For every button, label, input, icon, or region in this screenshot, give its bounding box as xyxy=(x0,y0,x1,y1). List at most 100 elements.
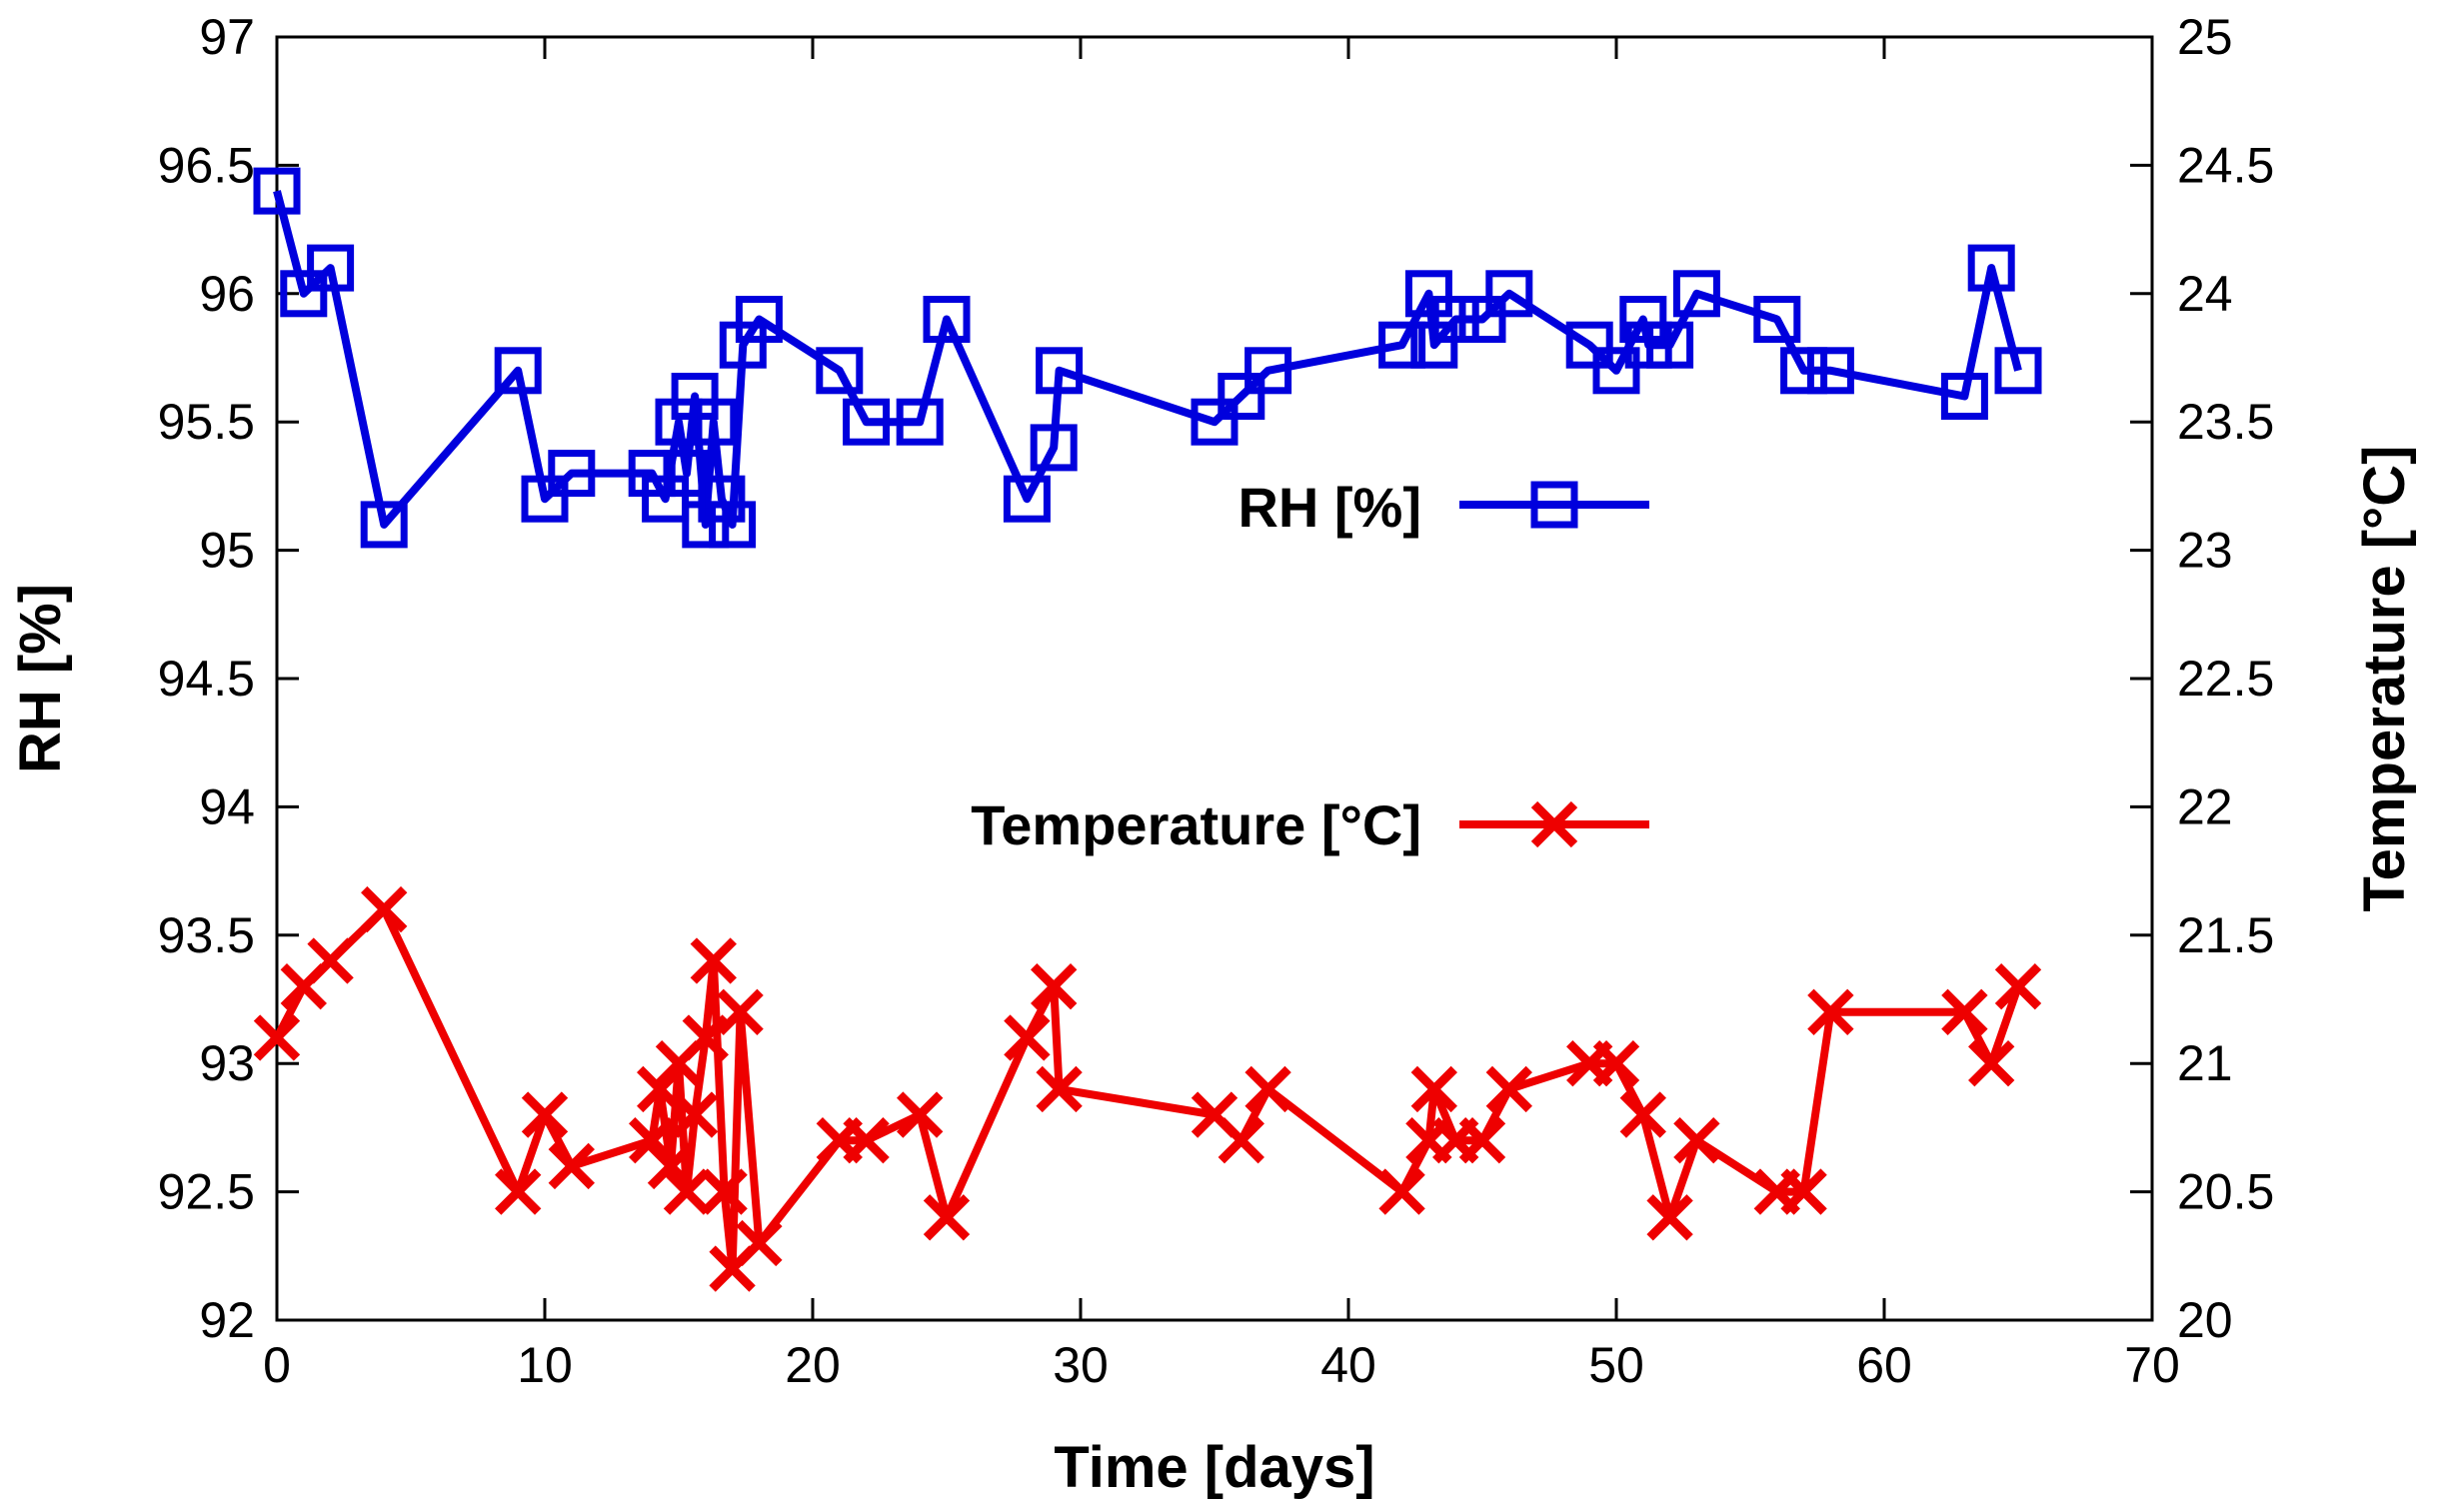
data-point-temperature xyxy=(736,1219,783,1267)
data-point-rh xyxy=(1994,347,2042,395)
data-point-temperature xyxy=(1485,1065,1532,1113)
data-point-temperature xyxy=(1673,1117,1720,1164)
data-point-temperature xyxy=(843,1117,890,1164)
data-point-temperature xyxy=(637,1065,684,1113)
series-line-temperature xyxy=(273,905,2022,1273)
data-point-rh xyxy=(663,450,711,498)
data-point-rh xyxy=(628,450,676,498)
data-point-temperature xyxy=(1378,1168,1425,1215)
data-point-rh xyxy=(923,296,971,343)
data-point-temperature xyxy=(253,1014,301,1061)
data-point-rh xyxy=(1619,296,1667,343)
data-point-rh xyxy=(1592,347,1640,395)
data-point-rh xyxy=(1036,347,1084,395)
data-point-temperature xyxy=(307,937,354,984)
data-point-temperature xyxy=(629,1117,676,1164)
data-point-rh xyxy=(698,475,746,523)
x-tick-label: 20 xyxy=(785,1337,841,1393)
y2-tick-label: 22.5 xyxy=(2177,651,2274,707)
data-point-temperature xyxy=(495,1168,542,1215)
data-point-rh xyxy=(655,398,703,446)
y2-tick-label: 23 xyxy=(2177,523,2233,579)
data-point-rh xyxy=(1404,270,1452,318)
data-point-temperature xyxy=(1807,988,1854,1035)
data-point-temperature xyxy=(1646,1194,1693,1241)
data-point-temperature xyxy=(1619,1091,1666,1138)
data-point-temperature xyxy=(1458,1117,1506,1164)
y-tick-label: 92 xyxy=(199,1292,255,1348)
data-point-temperature xyxy=(647,1142,695,1190)
data-point-temperature xyxy=(717,988,764,1035)
data-point-rh xyxy=(307,244,355,292)
data-point-rh xyxy=(682,501,730,549)
data-point-temperature xyxy=(701,1168,748,1215)
y-tick-label: 93 xyxy=(199,1035,255,1091)
x-tick-label: 60 xyxy=(1856,1337,1912,1393)
y2-tick-label: 20.5 xyxy=(2177,1164,2274,1220)
x-tick-label: 40 xyxy=(1320,1337,1376,1393)
data-point-rh xyxy=(280,270,328,318)
data-point-temperature xyxy=(361,885,408,933)
data-point-rh xyxy=(1565,321,1613,369)
y-tick-label: 95.5 xyxy=(158,394,255,450)
y2-tick-label: 25 xyxy=(2177,9,2233,65)
data-point-temperature xyxy=(663,1168,711,1215)
data-point-rh xyxy=(253,167,301,215)
data-point-temperature xyxy=(1968,1040,2015,1087)
legend-label-rh: RH [%] xyxy=(1237,476,1421,539)
y-tick-label: 94 xyxy=(199,778,255,834)
data-point-rh xyxy=(548,450,596,498)
y2-tick-label: 21 xyxy=(2177,1035,2233,1091)
y-tick-label: 93.5 xyxy=(158,907,255,963)
data-point-rh xyxy=(1780,347,1828,395)
legend-label-temperature: Temperature [°C] xyxy=(971,793,1421,856)
y2-tick-label: 24.5 xyxy=(2177,137,2274,193)
data-point-temperature xyxy=(1994,963,2042,1010)
data-point-temperature xyxy=(690,937,737,984)
data-point-temperature xyxy=(521,1091,569,1138)
data-point-rh xyxy=(896,398,944,446)
data-point-rh xyxy=(1485,270,1533,318)
data-point-rh xyxy=(1672,270,1720,318)
x-axis-ticks: 0 10 20 30 40 50 60 70 xyxy=(263,37,2180,1393)
data-point-rh xyxy=(843,398,891,446)
data-point-rh xyxy=(1191,398,1238,446)
data-point-rh xyxy=(1218,373,1265,420)
data-point-rh xyxy=(1967,244,2015,292)
data-point-temperature xyxy=(1410,1065,1457,1113)
data-point-rh xyxy=(494,347,542,395)
data-point-rh xyxy=(735,296,783,343)
y2-tick-label: 24 xyxy=(2177,266,2233,322)
data-point-temperature xyxy=(897,1091,944,1138)
y-tick-label: 97 xyxy=(199,9,255,65)
data-point-rh xyxy=(1003,475,1051,523)
data-point-temperature xyxy=(671,1091,719,1138)
y2-tick-label: 22 xyxy=(2177,778,2233,834)
data-point-rh xyxy=(1030,424,1078,472)
data-point-temperature xyxy=(923,1194,971,1241)
data-point-rh xyxy=(719,321,767,369)
y-tick-label: 92.5 xyxy=(158,1164,255,1220)
x-tick-label: 0 xyxy=(263,1337,291,1393)
data-point-rh xyxy=(690,398,738,446)
data-point-temperature xyxy=(1780,1168,1827,1215)
legend: RH [%] Temperature [°C] xyxy=(971,476,1649,856)
y-tick-label: 95 xyxy=(199,523,255,579)
legend-marker-temperature xyxy=(1530,800,1578,848)
y-axis-left-title: RH [%] xyxy=(8,584,73,773)
y-axis-left-ticks: 92 92.5 93 93.5 94 94.5 95 95.5 96 96.5 97 xyxy=(158,9,299,1348)
x-axis-title: Time [days] xyxy=(1054,1435,1374,1500)
data-point-rh xyxy=(521,475,569,523)
data-point-temperature xyxy=(1941,988,1988,1035)
data-point-rh xyxy=(1940,373,1988,420)
y-tick-label: 96.5 xyxy=(158,137,255,193)
y-tick-label: 96 xyxy=(199,266,255,322)
data-point-temperature xyxy=(1004,1014,1051,1061)
data-point-rh xyxy=(1646,321,1694,369)
x-tick-label: 10 xyxy=(517,1337,573,1393)
data-point-rh xyxy=(1458,296,1506,343)
y2-tick-label: 21.5 xyxy=(2177,907,2274,963)
data-point-temperature xyxy=(1036,1065,1083,1113)
data-point-rh xyxy=(1244,347,1292,395)
